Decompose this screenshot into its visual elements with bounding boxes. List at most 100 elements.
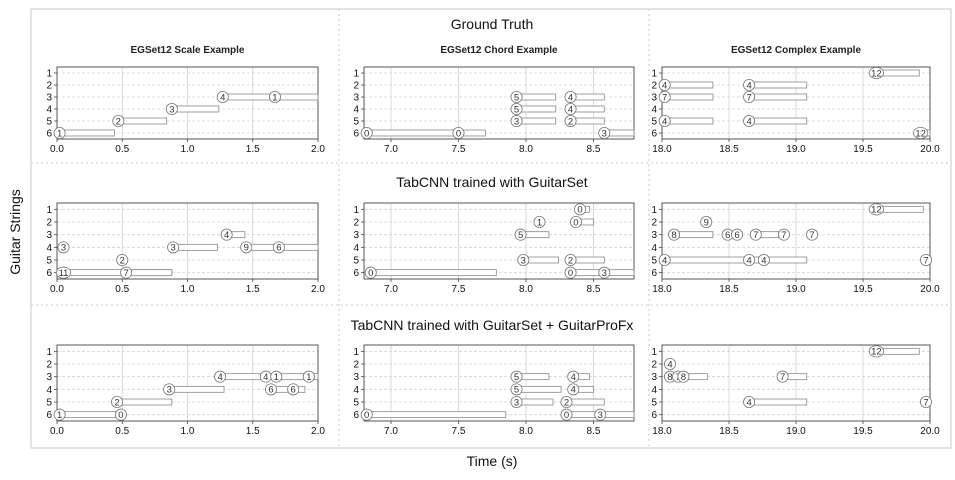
x-tick-label: 18.5 bbox=[719, 426, 739, 437]
fret-label: 4 bbox=[746, 397, 751, 408]
x-tick-label: 18.5 bbox=[719, 284, 739, 295]
note-duration-bar bbox=[172, 243, 218, 251]
plot-area bbox=[363, 344, 635, 422]
fret-marker bbox=[452, 127, 465, 140]
row-title: TabCNN trained with GuitarSet bbox=[396, 174, 588, 190]
fret-marker bbox=[53, 127, 66, 140]
x-tick-label: 8.0 bbox=[519, 426, 533, 437]
fret-label: 4 bbox=[217, 372, 222, 383]
x-tick-label: 0.5 bbox=[115, 144, 129, 155]
fret-label: 12 bbox=[871, 68, 882, 79]
fret-label: 3 bbox=[602, 268, 607, 279]
fret-marker bbox=[510, 91, 523, 104]
fret-label: 0 bbox=[577, 205, 582, 216]
x-tick-label: 2.0 bbox=[311, 426, 325, 437]
y-tick-label: 4 bbox=[651, 243, 657, 254]
fret-marker bbox=[364, 266, 377, 279]
y-tick-label: 2 bbox=[353, 360, 359, 371]
note-duration-bar bbox=[370, 269, 497, 277]
y-tick-label: 4 bbox=[46, 105, 52, 116]
note-duration-bar bbox=[664, 256, 750, 264]
y-tick-label: 5 bbox=[46, 117, 52, 128]
fret-marker bbox=[287, 383, 300, 396]
y-tick-label: 3 bbox=[651, 372, 657, 383]
fret-label: 6 bbox=[734, 230, 739, 241]
fret-marker bbox=[700, 215, 713, 228]
fret-marker bbox=[116, 253, 129, 266]
y-tick-label: 6 bbox=[46, 129, 52, 140]
fret-marker bbox=[567, 383, 580, 396]
x-tick-label: 8.0 bbox=[519, 284, 533, 295]
figure-border bbox=[30, 8, 952, 449]
column-subtitle: EGSet12 Scale Example bbox=[131, 45, 245, 56]
y-tick-label: 1 bbox=[353, 347, 359, 358]
x-tick-label: 1.0 bbox=[181, 144, 195, 155]
fret-marker bbox=[167, 241, 180, 254]
fret-marker bbox=[163, 383, 176, 396]
fret-marker bbox=[806, 228, 819, 241]
fret-label: 11 bbox=[59, 268, 69, 279]
x-tick-label: 1.5 bbox=[246, 284, 260, 295]
fret-marker bbox=[658, 79, 671, 92]
fret-label: 0 bbox=[568, 268, 573, 279]
y-tick-label: 5 bbox=[651, 117, 657, 128]
x-tick-label: 0.0 bbox=[50, 426, 64, 437]
x-tick-label: 1.0 bbox=[181, 426, 195, 437]
y-tick-label: 5 bbox=[651, 398, 657, 409]
y-tick-label: 1 bbox=[46, 69, 52, 80]
note-duration-bar bbox=[168, 385, 225, 393]
fret-marker bbox=[598, 127, 611, 140]
fret-marker bbox=[743, 253, 756, 266]
fret-label: 0 bbox=[364, 410, 369, 421]
fret-label: 4 bbox=[746, 116, 751, 127]
fret-label: 12 bbox=[871, 205, 882, 216]
fret-label: 7 bbox=[662, 92, 667, 103]
fret-label: 2 bbox=[568, 255, 573, 266]
y-tick-label: 3 bbox=[353, 230, 359, 241]
fret-label: 4 bbox=[662, 255, 667, 266]
y-tick-label: 6 bbox=[46, 410, 52, 421]
note-duration-bar bbox=[664, 81, 714, 89]
fret-marker bbox=[120, 266, 133, 279]
fret-label: 6 bbox=[268, 385, 273, 396]
x-tick-label: 7.5 bbox=[452, 284, 466, 295]
fret-label: 4 bbox=[263, 372, 268, 383]
fret-marker bbox=[919, 395, 932, 408]
fret-marker bbox=[514, 228, 527, 241]
fret-marker bbox=[112, 115, 125, 128]
fret-label: 5 bbox=[518, 230, 523, 241]
fret-marker bbox=[268, 91, 281, 104]
fret-label: 7 bbox=[746, 92, 751, 103]
y-tick-label: 5 bbox=[353, 117, 359, 128]
y-tick-label: 2 bbox=[651, 218, 657, 229]
x-tick-label: 19.5 bbox=[853, 284, 873, 295]
note-duration-bar bbox=[219, 373, 264, 381]
x-tick-label: 8.5 bbox=[587, 284, 601, 295]
y-tick-label: 1 bbox=[651, 205, 657, 216]
fret-label: 7 bbox=[781, 230, 786, 241]
fret-label: 4 bbox=[220, 92, 225, 103]
fret-label: 8 bbox=[681, 372, 686, 383]
note-duration-bar bbox=[117, 117, 168, 125]
fret-marker bbox=[510, 395, 523, 408]
fret-marker bbox=[240, 241, 253, 254]
fret-label: 1 bbox=[57, 128, 62, 139]
fret-label: 4 bbox=[571, 385, 576, 396]
y-tick-label: 3 bbox=[46, 230, 52, 241]
fret-marker bbox=[731, 228, 744, 241]
y-tick-label: 4 bbox=[46, 385, 52, 396]
y-tick-label: 1 bbox=[651, 69, 657, 80]
fret-label: 4 bbox=[568, 104, 573, 115]
y-tick-label: 4 bbox=[353, 105, 359, 116]
fret-marker bbox=[564, 115, 577, 128]
fret-marker bbox=[658, 91, 671, 104]
fret-marker bbox=[53, 408, 66, 421]
fret-marker bbox=[868, 203, 885, 216]
x-tick-label: 19.5 bbox=[853, 426, 873, 437]
fret-label: 3 bbox=[61, 243, 66, 254]
